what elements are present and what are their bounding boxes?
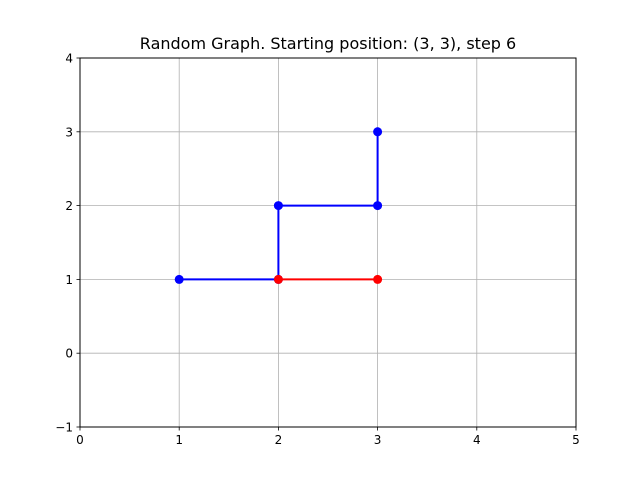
y-tick-label: 1 <box>65 273 73 287</box>
walk-path-point <box>273 201 283 211</box>
x-tick-label: 4 <box>473 433 481 447</box>
walk-path-point <box>373 127 383 137</box>
x-tick-label: 5 <box>572 433 580 447</box>
x-tick-label: 2 <box>275 433 283 447</box>
series-layer <box>174 127 383 284</box>
plot-frame <box>79 57 577 428</box>
current-step-point <box>373 274 383 284</box>
y-tick-label: 3 <box>65 125 73 139</box>
walk-path-point <box>373 201 383 211</box>
y-tick-label: −1 <box>55 421 73 435</box>
y-tick-label: 4 <box>65 52 73 66</box>
x-tick-label: 3 <box>374 433 382 447</box>
y-tick-label: 0 <box>65 347 73 361</box>
x-tick-label: 1 <box>175 433 183 447</box>
x-tick-label: 0 <box>76 433 84 447</box>
walk-path-point <box>174 274 184 284</box>
current-step-point <box>273 274 283 284</box>
chart-title: Random Graph. Starting position: (3, 3),… <box>140 34 516 53</box>
y-tick-label: 2 <box>65 199 73 213</box>
